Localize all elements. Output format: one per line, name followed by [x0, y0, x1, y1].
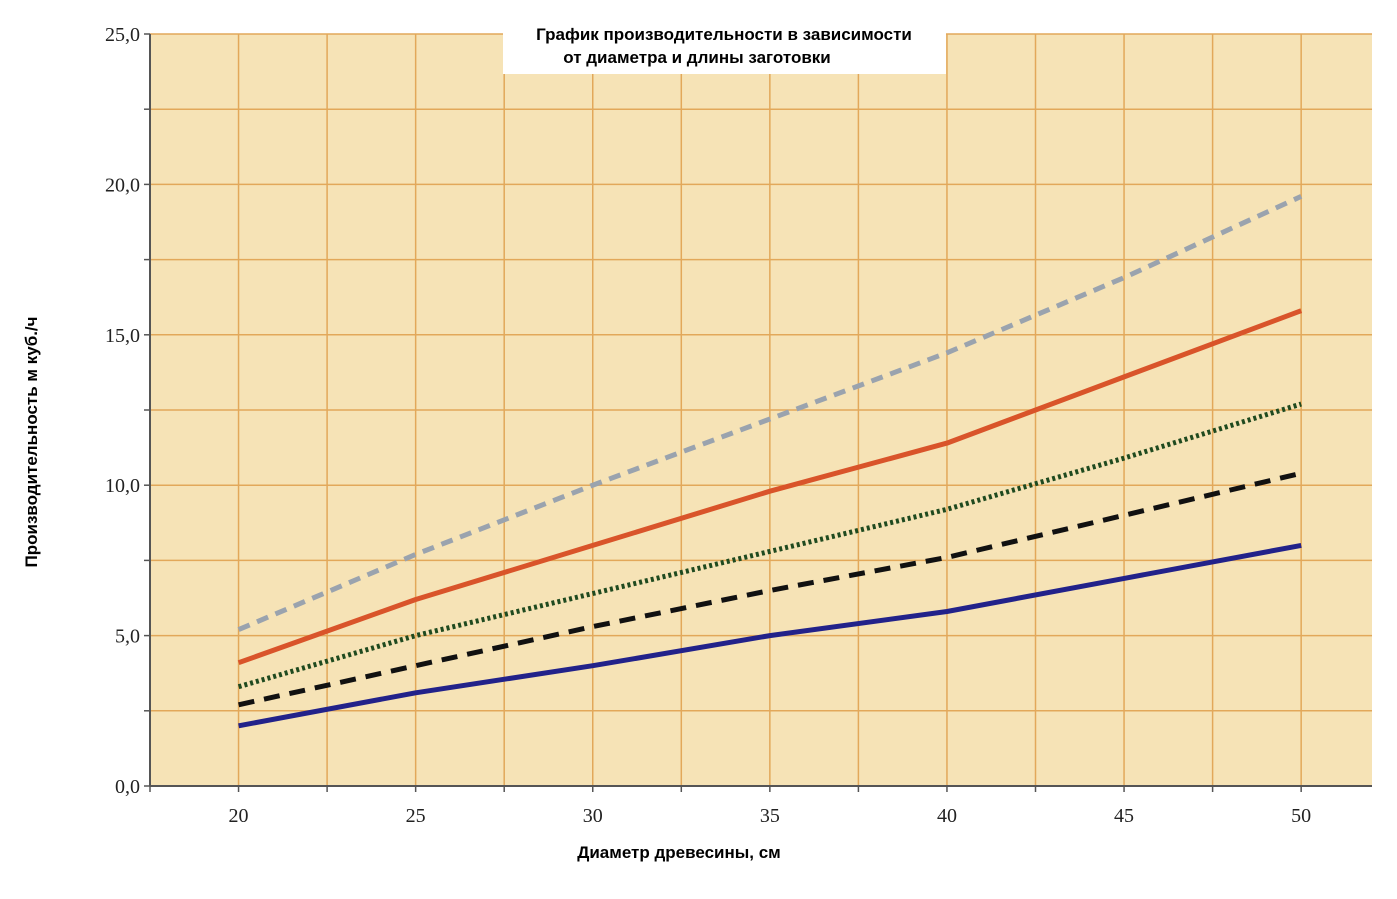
- chart-title-line1: График производительности в зависимости: [536, 25, 912, 44]
- y-tick-label: 25,0: [105, 24, 140, 46]
- tick-labels: 0,0 5,0 10,0 15,0 20,0 25,0 20 25 30 35 40 45 50: [105, 24, 1311, 827]
- series-line-1: [237, 194, 1303, 632]
- series-line-2: [237, 308, 1303, 666]
- title-box: [503, 20, 946, 74]
- x-tick-label: 50: [1291, 805, 1311, 827]
- x-axis-title: Диаметр древесины, см: [577, 843, 781, 862]
- axes: [144, 33, 1372, 792]
- x-axis-title-box: [500, 834, 885, 874]
- series-line-3: [237, 401, 1302, 690]
- x-tick-label: 45: [1114, 805, 1134, 827]
- x-tick-label: 40: [937, 805, 957, 827]
- y-tick-label: 20,0: [105, 174, 140, 196]
- series-line-5: [238, 542, 1302, 729]
- x-tick-label: 35: [760, 805, 780, 827]
- y-tick-label: 10,0: [105, 475, 140, 497]
- y-tick-label: 0,0: [115, 776, 140, 798]
- y-axis-title: Производительность м куб./ч: [22, 316, 41, 567]
- y-axis-title-box: [10, 258, 68, 618]
- y-tick-label: 15,0: [105, 325, 140, 347]
- chart-title-line2: от диаметра и длины заготовки: [563, 48, 831, 67]
- x-tick-label: 25: [406, 805, 426, 827]
- x-tick-label: 20: [229, 805, 249, 827]
- x-tick-label: 30: [583, 805, 603, 827]
- y-tick-label: 5,0: [115, 626, 140, 648]
- series-lines: [237, 194, 1303, 729]
